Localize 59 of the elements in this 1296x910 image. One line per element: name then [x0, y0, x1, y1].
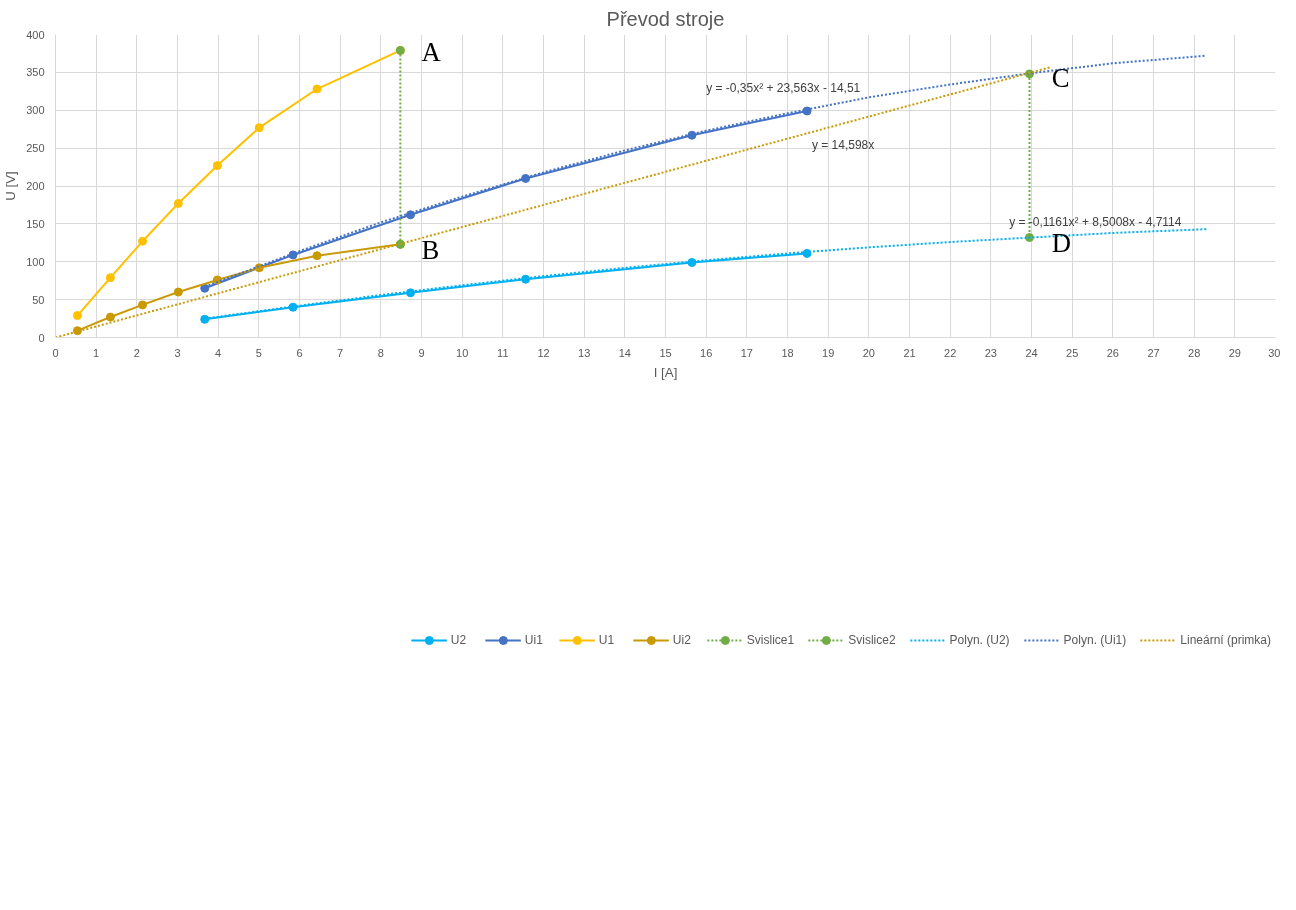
x-tick-label: 26 — [1106, 346, 1119, 359]
legend-label: Ui2 — [672, 633, 692, 647]
annotation: y = 14,598x — [811, 138, 875, 153]
y-axis-title: U [V] — [3, 171, 19, 201]
legend-label: Svislice2 — [848, 633, 896, 647]
chart-title: Převod stroje — [606, 7, 725, 30]
y-tick-label: 200 — [26, 180, 45, 192]
x-tick-label: 30 — [1268, 346, 1281, 359]
legend-label: Lineární (primka) — [1180, 633, 1271, 647]
x-tick-label: 28 — [1188, 346, 1201, 359]
x-tick-label: 18 — [781, 346, 794, 359]
x-tick-label: 17 — [740, 346, 753, 359]
x-tick-label: 21 — [903, 346, 916, 359]
x-tick-label: 3 — [174, 346, 181, 359]
x-tick-label: 12 — [537, 346, 550, 359]
annotation: y = -0,35x² + 23,563x - 14,51 — [706, 80, 861, 95]
x-tick-label: 9 — [418, 346, 425, 359]
x-tick-label: 5 — [255, 346, 262, 359]
x-tick-label: 27 — [1147, 346, 1160, 359]
x-tick-label: 10 — [456, 346, 469, 359]
y-tick-label: 100 — [26, 255, 45, 268]
x-tick-label: 29 — [1228, 346, 1241, 359]
x-tick-label: 11 — [497, 346, 509, 359]
y-tick-label: 350 — [26, 66, 45, 79]
legend-label: U1 — [598, 633, 616, 647]
x-tick-label: 1 — [93, 346, 100, 359]
x-tick-label: 14 — [618, 346, 631, 359]
x-tick-label: 0 — [52, 346, 59, 359]
legend-label: Polyn. (Ui1) — [1063, 633, 1127, 647]
annotation: y = -0,1161x² + 8,5008x - 4,7114 — [1009, 215, 1182, 230]
legend-label: Ui1 — [524, 633, 544, 647]
annotation: C — [1051, 62, 1070, 93]
y-tick-label: 0 — [38, 331, 45, 344]
y-tick-label: 150 — [26, 217, 45, 230]
x-tick-label: 23 — [984, 346, 997, 359]
annotation: B — [421, 235, 440, 266]
x-tick-label: 19 — [822, 346, 835, 359]
x-tick-label: 22 — [944, 346, 957, 359]
x-tick-label: 20 — [862, 346, 875, 359]
annotation: A — [421, 36, 442, 67]
x-tick-label: 2 — [133, 346, 140, 359]
y-tick-label: 400 — [26, 28, 45, 41]
x-tick-label: 16 — [700, 346, 713, 359]
legend-label: Polyn. (U2) — [949, 633, 1010, 647]
x-tick-label: 7 — [337, 346, 344, 359]
x-tick-label: 13 — [578, 346, 591, 359]
y-tick-label: 300 — [26, 104, 45, 117]
x-tick-label: 4 — [215, 346, 222, 359]
y-tick-label: 50 — [32, 293, 45, 306]
x-tick-label: 15 — [659, 346, 672, 359]
x-tick-label: 25 — [1066, 346, 1079, 359]
annotation: D — [1051, 227, 1072, 258]
y-tick-label: 250 — [26, 142, 45, 155]
legend-label: Svislice1 — [746, 633, 795, 647]
x-tick-label: 8 — [377, 346, 384, 359]
x-axis-title: I [A] — [653, 364, 678, 380]
legend-label: U2 — [450, 633, 468, 647]
x-tick-label: 6 — [296, 346, 303, 359]
x-tick-label: 24 — [1025, 346, 1038, 359]
